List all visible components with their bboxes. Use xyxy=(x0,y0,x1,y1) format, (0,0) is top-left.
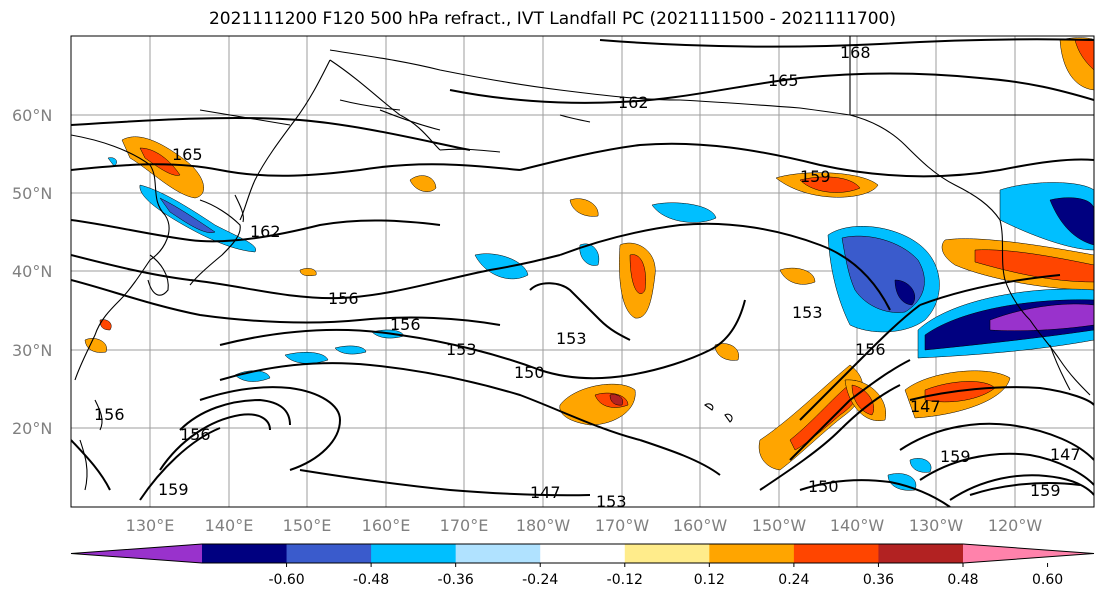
contour-label: 162 xyxy=(618,93,649,112)
lat-label: 20°N xyxy=(12,419,52,438)
colorbar-tick-label: 0.48 xyxy=(947,572,978,588)
colorbar-tick-label: -0.24 xyxy=(522,572,558,588)
colorbar-tick-label: -0.12 xyxy=(607,572,643,588)
lon-label: 170°W xyxy=(595,516,650,535)
colorbar-segment xyxy=(793,544,879,563)
contour-label: 159 xyxy=(1030,481,1061,500)
contour-label: 156 xyxy=(94,405,125,424)
colorbar-tick-label: -0.60 xyxy=(268,572,304,588)
colorbar-outline xyxy=(70,543,1095,564)
contour-label: 150 xyxy=(514,363,545,382)
contour-label: 165 xyxy=(172,145,203,164)
lon-label: 180°W xyxy=(516,516,571,535)
lat-label: 60°N xyxy=(12,106,52,125)
contour-label: 168 xyxy=(840,43,871,62)
lon-label: 130°E xyxy=(126,516,175,535)
lon-label: 130°W xyxy=(909,516,964,535)
lon-label: 160°W xyxy=(673,516,728,535)
contour-label: 153 xyxy=(792,303,823,322)
colorbar-segment xyxy=(540,544,626,563)
contour-label: 153 xyxy=(596,492,627,511)
colorbar-tick-label: 0.36 xyxy=(863,572,894,588)
contour-label: 150 xyxy=(808,477,839,496)
colorbar-segment xyxy=(202,544,288,563)
height-contours xyxy=(71,38,1094,507)
latitude-labels: 60°N 50°N 40°N 30°N 20°N xyxy=(12,106,52,438)
colorbar-segment xyxy=(455,544,541,563)
lon-label: 150°W xyxy=(752,516,807,535)
shaded-regions xyxy=(84,37,1094,491)
colorbar: -0.60 -0.48 -0.36 -0.24 -0.12 0.12 0.24 0.36 0.4… xyxy=(70,543,1095,588)
contour-label: 147 xyxy=(530,483,561,502)
lat-label: 30°N xyxy=(12,341,52,360)
contour-label: 156 xyxy=(328,289,359,308)
lon-label: 160°E xyxy=(362,516,411,535)
contour-label: 156 xyxy=(855,340,886,359)
lat-label: 40°N xyxy=(12,262,52,281)
map-frame xyxy=(70,35,1095,508)
lon-label: 170°E xyxy=(440,516,489,535)
contour-label: 165 xyxy=(768,71,799,90)
contour-label: 159 xyxy=(800,167,831,186)
colorbar-segment xyxy=(624,544,710,563)
colorbar-extend-high xyxy=(963,544,1094,563)
lon-label: 140°W xyxy=(830,516,885,535)
lon-label: 120°W xyxy=(988,516,1043,535)
colorbar-extend-low xyxy=(71,544,202,563)
lon-label: 150°E xyxy=(283,516,332,535)
contour-label: 159 xyxy=(158,480,189,499)
lat-label: 50°N xyxy=(12,184,52,203)
colorbar-segment xyxy=(878,544,964,563)
colorbar-tick-label: 0.12 xyxy=(694,572,725,588)
contour-label: 156 xyxy=(180,425,211,444)
colorbar-tick-label: 0.60 xyxy=(1032,572,1063,588)
colorbar-segment xyxy=(286,544,372,563)
contour-label: 153 xyxy=(556,329,587,348)
contour-label: 153 xyxy=(446,340,477,359)
contour-label: 162 xyxy=(250,222,281,241)
colorbar-tick-label: -0.48 xyxy=(353,572,389,588)
map-title: 2021111200 F120 500 hPa refract., IVT La… xyxy=(208,9,896,29)
contour-label: 159 xyxy=(940,447,971,466)
colorbar-tick-label: -0.36 xyxy=(438,572,474,588)
contour-label: 147 xyxy=(1050,445,1081,464)
coastlines xyxy=(71,36,1094,491)
contour-label: 156 xyxy=(390,315,421,334)
contour-label: 147 xyxy=(910,397,941,416)
lon-label: 140°E xyxy=(205,516,254,535)
longitude-labels: 130°E 140°E 150°E 160°E 170°E 180°W 170°… xyxy=(126,516,1043,535)
contour-labels: 168 165 162 159 165 162 156 156 153 153 … xyxy=(94,43,1081,511)
colorbar-segment xyxy=(371,544,457,563)
colorbar-tick-label: 0.24 xyxy=(778,572,809,588)
colorbar-segment xyxy=(709,544,795,563)
